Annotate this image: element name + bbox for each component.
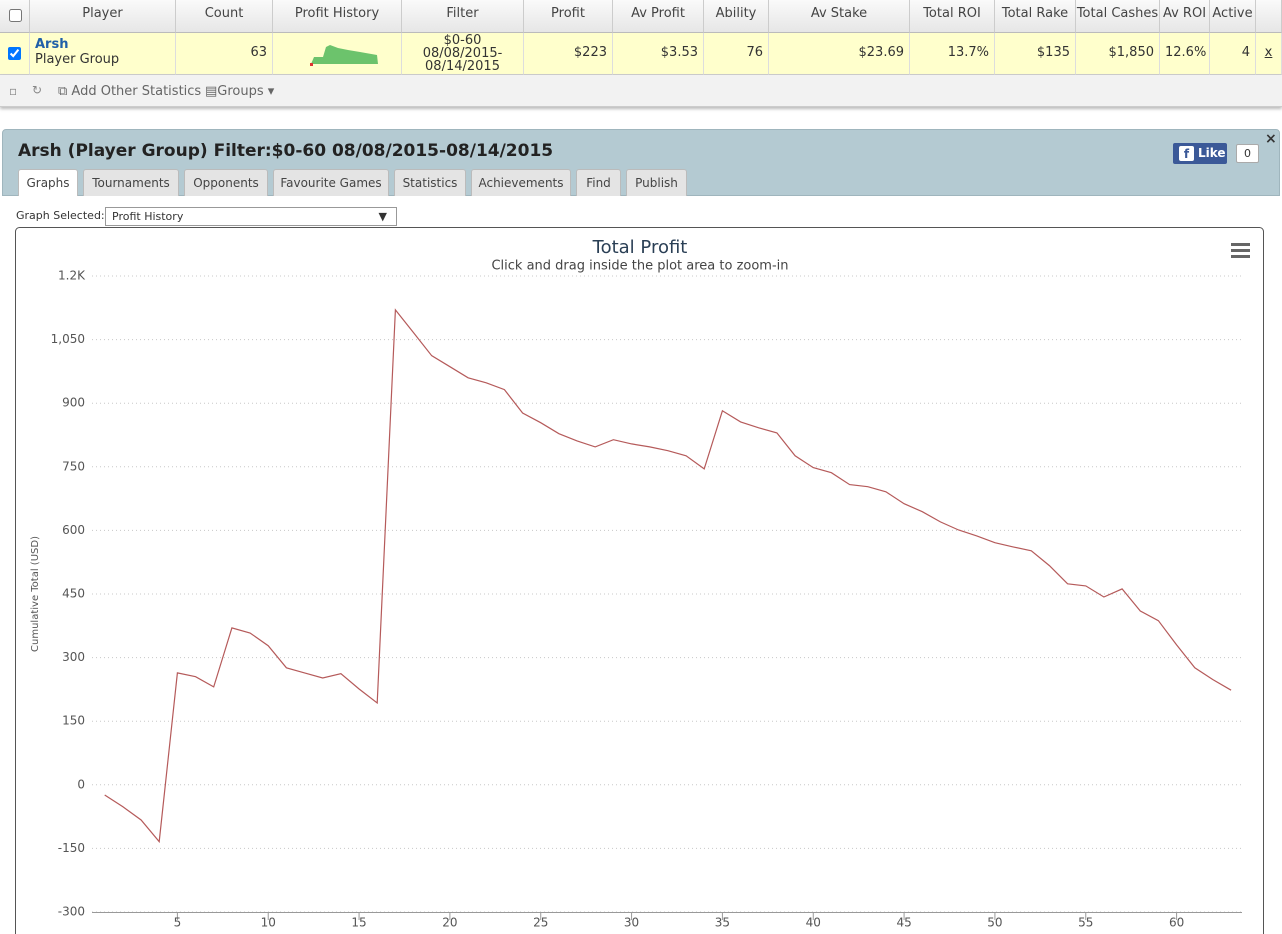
column-header[interactable]: Total Cashes — [1076, 0, 1160, 33]
select-all[interactable] — [0, 0, 30, 33]
x-tick-label: 30 — [624, 916, 639, 930]
tab[interactable]: Achievements — [471, 169, 571, 196]
chart-title: Total Profit — [592, 237, 688, 258]
player-name[interactable]: Arsh — [35, 37, 69, 52]
tab[interactable]: Favourite Games — [273, 169, 389, 196]
close-button[interactable]: × — [1265, 131, 1277, 147]
column-header[interactable]: Av Stake — [769, 0, 910, 33]
column-header[interactable]: Filter — [402, 0, 524, 33]
groups-button[interactable]: ▤Groups ▾ — [205, 84, 275, 99]
table-cell: 63 — [176, 33, 273, 75]
y-tick-label: 750 — [62, 459, 85, 473]
sparkline — [310, 45, 378, 66]
y-axis-label: Cumulative Total (USD) — [30, 536, 41, 652]
table-cell: 76 — [704, 33, 769, 75]
table-cell: 13.7% — [910, 33, 995, 75]
column-header[interactable]: Count — [176, 0, 273, 33]
checkbox[interactable] — [8, 9, 22, 22]
graph-label: Graph Selected: — [16, 209, 105, 222]
column-header-blank — [1256, 0, 1282, 33]
player-cell: Arsh Player Group — [30, 33, 176, 75]
x-tick-label: 40 — [806, 916, 821, 930]
column-header[interactable]: Profit History — [273, 0, 402, 33]
y-tick-label: 900 — [62, 396, 85, 410]
player-group: Player Group — [35, 52, 120, 67]
table-cell: $135 — [995, 33, 1076, 75]
y-tick-label: 450 — [62, 587, 85, 601]
x-tick-label: 55 — [1078, 916, 1093, 930]
tab[interactable]: Statistics — [394, 169, 466, 196]
filter-cell: $0-60 08/08/2015- 08/14/2015 — [402, 33, 524, 75]
column-header[interactable]: Ability — [704, 0, 769, 33]
y-tick-label: -150 — [58, 841, 85, 855]
column-header[interactable]: Total ROI — [910, 0, 995, 33]
row-select[interactable] — [0, 33, 30, 75]
profit-line — [104, 308, 1232, 844]
x-tick-label: 50 — [987, 916, 1002, 930]
sparkline-cell — [273, 33, 402, 75]
like-label: Like — [1198, 146, 1226, 160]
x-tick-label: 25 — [533, 916, 548, 930]
column-header[interactable]: Profit — [524, 0, 613, 33]
filter-line: 08/14/2015 — [425, 59, 500, 74]
graph-select[interactable]: Profit History ▼ — [105, 207, 397, 226]
chart-subtitle: Click and drag inside the plot area to z… — [491, 259, 788, 274]
chart-frame — [15, 227, 1264, 934]
table-cell: $3.53 — [613, 33, 704, 75]
column-header[interactable]: Total Rake — [995, 0, 1076, 33]
column-header[interactable]: Active — [1210, 0, 1256, 33]
y-tick-label: -300 — [58, 905, 85, 919]
x-tick-label: 60 — [1169, 916, 1184, 930]
panel-title: Arsh (Player Group) Filter:$0-60 08/08/2… — [18, 141, 554, 161]
y-tick-label: 150 — [62, 714, 85, 728]
tab[interactable]: Publish — [626, 169, 687, 196]
x-tick-label: 45 — [896, 916, 911, 930]
column-header[interactable]: Av Profit — [613, 0, 704, 33]
y-tick-label: 1,050 — [51, 332, 85, 346]
chart-menu[interactable] — [1231, 243, 1250, 258]
y-tick-label: 0 — [77, 777, 85, 791]
add-stats-button[interactable]: ⧉ Add Other Statistics — [58, 84, 202, 99]
y-tick-label: 1.2K — [58, 269, 86, 283]
y-tick-label: 600 — [62, 523, 85, 537]
table-cell: 4 — [1210, 33, 1256, 75]
tab[interactable]: Find — [576, 169, 621, 196]
x-tick-label: 5 — [174, 916, 182, 930]
fb-icon: f — [1179, 146, 1194, 161]
toolbar: ▫ ↻ ⧉ Add Other Statistics ▤Groups ▾ — [0, 75, 1282, 107]
filter-line: 08/08/2015- — [422, 46, 503, 61]
table-cell: $223 — [524, 33, 613, 75]
column-header[interactable]: Player — [30, 0, 176, 33]
like-count: 0 — [1236, 144, 1259, 163]
checkbox[interactable] — [8, 47, 21, 60]
table-cell: 12.6% — [1160, 33, 1210, 75]
filter-line: $0-60 — [443, 33, 482, 48]
remove-link[interactable]: x — [1256, 33, 1282, 75]
add-stats-label: Add Other Statistics — [71, 84, 202, 99]
delete-icon[interactable]: ▫ — [9, 84, 18, 98]
table-cell: $23.69 — [769, 33, 910, 75]
table-cell: $1,850 — [1076, 33, 1160, 75]
groups-label: Groups — [217, 84, 264, 99]
refresh-icon[interactable]: ↻ — [32, 83, 43, 97]
x-tick-label: 10 — [261, 916, 276, 930]
y-tick-label: 300 — [62, 650, 85, 664]
graph-selected: Profit History — [112, 210, 184, 223]
tab[interactable]: Opponents — [184, 169, 268, 196]
tab[interactable]: Tournaments — [83, 169, 179, 196]
x-tick-label: 35 — [715, 916, 730, 930]
x-tick-label: 15 — [351, 916, 366, 930]
tab[interactable]: Graphs — [18, 169, 78, 196]
x-tick-label: 20 — [442, 916, 457, 930]
column-header[interactable]: Av ROI — [1160, 0, 1210, 33]
